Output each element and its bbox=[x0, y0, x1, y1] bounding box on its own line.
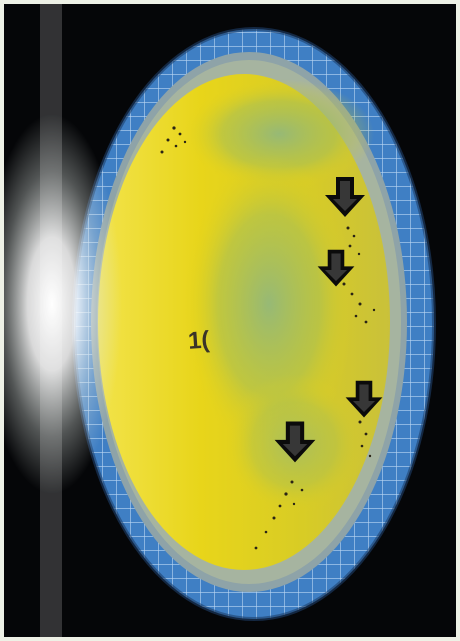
light-glare-streak bbox=[40, 4, 62, 637]
petri-dish-scene: 1( bbox=[4, 4, 456, 637]
green-zone-top bbox=[184, 79, 374, 189]
plate-label: 1( bbox=[187, 326, 210, 354]
colony-cluster-right-middle bbox=[342, 282, 376, 324]
colony-cluster-top bbox=[160, 126, 187, 154]
light-glare bbox=[4, 114, 122, 494]
petri-dish-photo: 1( bbox=[4, 4, 456, 637]
colony-cluster-right-lower bbox=[358, 420, 372, 458]
colony-cluster-right-upper bbox=[346, 226, 361, 256]
colony-cluster-bottom bbox=[254, 480, 304, 550]
